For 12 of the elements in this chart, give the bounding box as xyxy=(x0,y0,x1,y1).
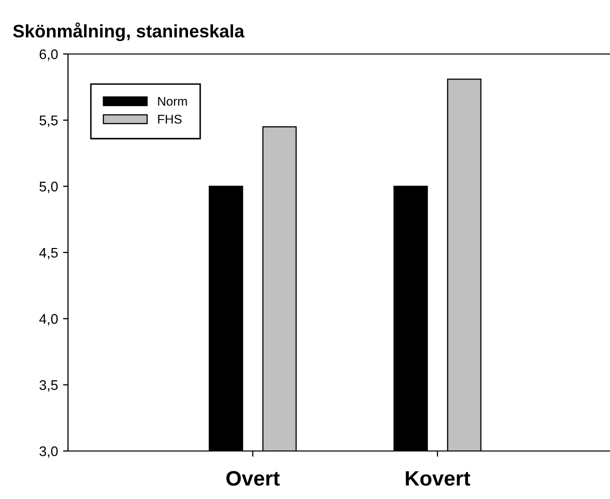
legend-label: FHS xyxy=(158,114,182,124)
y-tick-label: 6,0 xyxy=(40,49,58,61)
x-tick-label: Kovert xyxy=(406,471,470,486)
y-tick-label: 3,0 xyxy=(40,446,58,458)
y-tick-label: 4,0 xyxy=(39,314,58,326)
y-tick-label: 5,0 xyxy=(40,182,58,194)
legend-label: Norm xyxy=(158,97,187,106)
y-tick-label: 4,5 xyxy=(39,248,58,260)
chart-title: Skönmålning, stanineskala xyxy=(13,22,244,42)
y-tick-label: 3,5 xyxy=(40,380,58,392)
x-tick-label: Overt xyxy=(226,470,280,486)
y-tick-label: 5,5 xyxy=(40,116,58,127)
